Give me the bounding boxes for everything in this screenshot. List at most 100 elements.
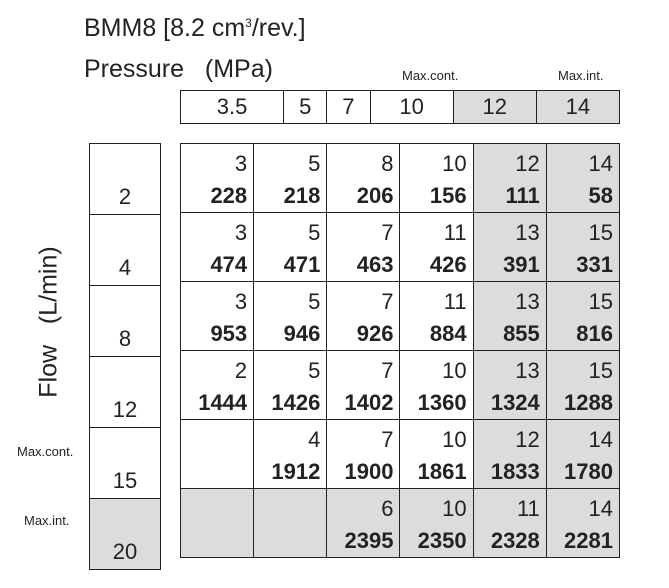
data-cell: 13 1324: [472, 350, 547, 420]
speed-value: 3: [234, 151, 248, 176]
performance-data-table: 3 228 5 218 8 206 10 156 12 111 14 58 3 474 5 47…: [179, 143, 621, 558]
speed-value: 3: [234, 289, 248, 314]
torque-value: 2350: [417, 528, 467, 553]
torque-value: 58: [588, 183, 613, 208]
torque-value: 391: [503, 252, 540, 277]
data-cell: 10 2350: [399, 488, 474, 558]
speed-value: 10: [442, 427, 467, 452]
torque-value: 206: [356, 183, 394, 208]
torque-value: 946: [283, 321, 321, 346]
torque-value: 1780: [564, 459, 613, 484]
data-cell: 3 228: [179, 143, 255, 213]
speed-value: 5: [308, 289, 321, 314]
pressure-header-cell: 14: [535, 90, 621, 124]
data-cell: 7 1900: [326, 419, 401, 489]
torque-value: 855: [503, 321, 540, 346]
data-cell: 3 474: [179, 212, 255, 282]
torque-value: 331: [576, 252, 613, 277]
pressure-axis-title: Pressure (MPa): [84, 55, 273, 83]
data-cell: 11 884: [399, 281, 474, 351]
pressure-header-cell: 7: [326, 90, 371, 124]
table-row: 2 1444 5 1426 7 1402 10 1360 13 1324 15 1288: [179, 350, 621, 420]
pressure-header-cell: 3.5: [179, 90, 285, 124]
data-cell: [179, 419, 255, 489]
data-cell: 7 1402: [326, 350, 401, 420]
data-cell: 11 2328: [472, 488, 547, 558]
max-int-pressure-label: Max.int.: [558, 68, 604, 83]
flow-cell: 15: [89, 427, 161, 499]
speed-value: 5: [308, 151, 321, 176]
data-cell: 10 1360: [399, 350, 474, 420]
data-cell: 15 1288: [545, 350, 621, 420]
data-cell: 12 111: [472, 143, 547, 213]
data-cell: 14 2281: [545, 488, 621, 558]
speed-value: 13: [515, 220, 540, 245]
speed-value: 7: [381, 427, 394, 452]
data-cell: 10 156: [399, 143, 474, 213]
data-cell: 7 463: [326, 212, 401, 282]
speed-value: 10: [442, 151, 467, 176]
speed-value: 14: [588, 151, 613, 176]
data-cell: 5 1426: [253, 350, 328, 420]
torque-value: 1426: [271, 390, 321, 415]
torque-value: 816: [576, 321, 613, 346]
flow-cell: 12: [89, 356, 161, 428]
torque-value: 463: [356, 252, 394, 277]
torque-value: 2328: [490, 528, 540, 553]
data-cell: 2 1444: [179, 350, 255, 420]
data-cell: 5 946: [253, 281, 328, 351]
speed-value: 6: [381, 496, 394, 521]
speed-value: 11: [516, 496, 540, 521]
speed-value: 5: [308, 220, 321, 245]
data-cell: 11 426: [399, 212, 474, 282]
speed-value: 7: [381, 289, 394, 314]
torque-value: 156: [429, 183, 467, 208]
speed-value: 7: [381, 358, 394, 383]
table-row: 4 1912 7 1900 10 1861 12 1833 14 1780: [179, 419, 621, 489]
flow-cell: 2: [89, 143, 161, 215]
flow-cell: 20: [89, 498, 161, 570]
speed-value: 3: [234, 220, 248, 245]
torque-value: 1288: [564, 390, 613, 415]
speed-value: 5: [308, 358, 321, 383]
data-cell: 8 206: [326, 143, 401, 213]
torque-value: 111: [505, 183, 540, 208]
data-cell: 5 471: [253, 212, 328, 282]
torque-value: 474: [210, 252, 248, 277]
data-cell: 7 926: [326, 281, 401, 351]
speed-value: 7: [381, 220, 394, 245]
torque-value: 426: [429, 252, 467, 277]
pressure-header-cell: 5: [283, 90, 328, 124]
data-cell: 10 1861: [399, 419, 474, 489]
pressure-header-table: 3.5 5 7 10 12 14: [179, 90, 621, 124]
table-row: 3 953 5 946 7 926 11 884 13 855 15 816: [179, 281, 621, 351]
torque-value: 2395: [344, 528, 394, 553]
torque-value: 1360: [417, 390, 467, 415]
speed-value: 12: [515, 151, 540, 176]
speed-value: 14: [588, 496, 613, 521]
data-cell: 3 953: [179, 281, 255, 351]
speed-value: 15: [588, 358, 613, 383]
speed-value: 10: [442, 496, 467, 521]
flow-cell: 4: [89, 214, 161, 286]
flow-axis-title: Flow (L/min): [34, 246, 63, 398]
flow-column-table: 2 4 8 12 15 20: [89, 143, 161, 570]
speed-value: 4: [308, 427, 321, 452]
max-int-flow-label: Max.int.: [24, 513, 70, 528]
flow-cell: 8: [89, 285, 161, 357]
data-cell: 4 1912: [253, 419, 328, 489]
torque-value: 1444: [198, 390, 248, 415]
speed-value: 11: [443, 220, 467, 245]
speed-value: 11: [443, 289, 467, 314]
pressure-header-cell: 10: [369, 90, 454, 124]
table-row: 3 474 5 471 7 463 11 426 13 391 15 331: [179, 212, 621, 282]
data-cell: 13 391: [472, 212, 547, 282]
page-title: BMM8 [8.2 cm3/rev.]: [84, 14, 306, 42]
speed-value: 14: [588, 427, 613, 452]
data-cell: 13 855: [472, 281, 547, 351]
data-cell: 14 58: [545, 143, 621, 213]
data-cell: [253, 488, 328, 558]
torque-value: 884: [429, 321, 467, 346]
speed-value: 2: [234, 358, 248, 383]
speed-value: 13: [515, 358, 540, 383]
